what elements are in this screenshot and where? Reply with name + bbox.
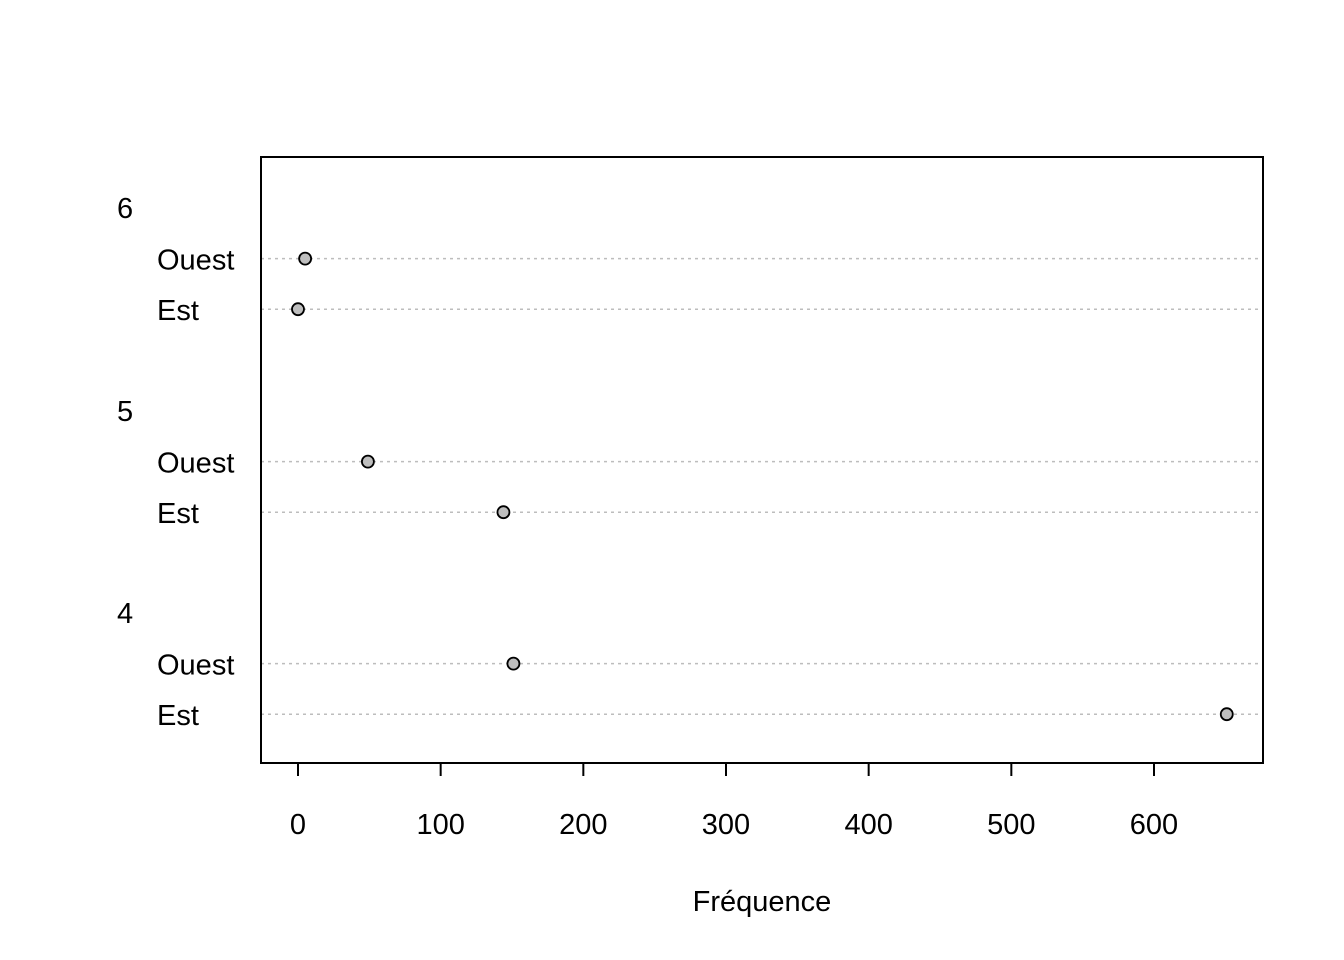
x-tick-label: 200 [559, 809, 607, 841]
category-label: Est [157, 498, 199, 530]
category-label: Est [157, 295, 199, 327]
group-label: 6 [117, 193, 133, 225]
data-points [291, 251, 1234, 722]
x-tick-label: 100 [416, 809, 464, 841]
category-label: Ouest [157, 650, 234, 682]
category-label: Ouest [157, 245, 234, 277]
category-label: Ouest [157, 448, 234, 480]
data-point [361, 454, 375, 469]
x-tick-label: 600 [1130, 809, 1178, 841]
data-point [496, 505, 511, 520]
x-axis-title: Fréquence [693, 886, 832, 918]
x-tick-label: 300 [702, 809, 750, 841]
x-axis: 0 100 200 300 400 500 600 [290, 762, 1178, 841]
data-point [1219, 707, 1234, 722]
y-axis-labels: 6 Ouest Est 5 Ouest Est 4 Ouest Est [117, 193, 234, 732]
plot-frame [260, 156, 1264, 764]
category-label: Est [157, 700, 199, 732]
group-label: 4 [117, 598, 133, 630]
x-tick-label: 500 [987, 809, 1035, 841]
x-tick-label: 0 [290, 809, 306, 841]
data-point [298, 251, 313, 266]
data-point [506, 656, 521, 671]
group-label: 5 [117, 396, 133, 428]
x-tick-label: 400 [844, 809, 892, 841]
data-point [291, 302, 305, 317]
guide-lines [261, 257, 1263, 715]
